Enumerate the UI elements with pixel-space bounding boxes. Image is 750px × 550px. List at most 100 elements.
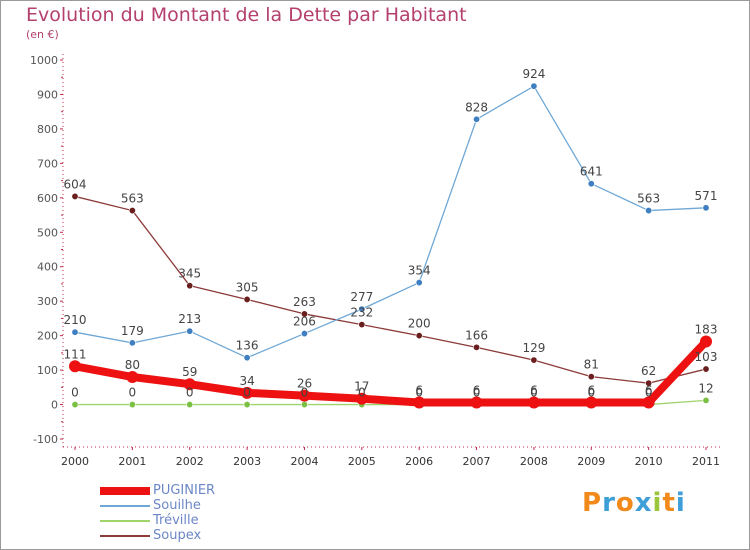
x-tick-label: 2008: [520, 455, 548, 468]
data-point-puginier: [241, 386, 254, 399]
data-point-puginier: [470, 396, 483, 409]
data-label-puginier: 34: [239, 374, 254, 388]
data-label-soupex: 81: [584, 358, 599, 372]
data-point-puginier: [126, 370, 139, 383]
x-tick-label: 2007: [463, 455, 491, 468]
data-label-soupex: 200: [408, 317, 431, 331]
y-tick-label: 400: [37, 261, 58, 274]
data-label-souilhe: 179: [121, 324, 144, 338]
data-label-puginier: 6: [415, 383, 423, 397]
data-point-soupex: [300, 310, 308, 318]
data-point-souilhe: [128, 339, 136, 347]
y-tick-label: 200: [37, 330, 58, 343]
legend-swatch: [100, 520, 150, 522]
data-label-souilhe: 277: [350, 290, 373, 304]
data-point-soupex: [243, 295, 251, 303]
data-point-tréville: [243, 401, 251, 409]
data-label-souilhe: 136: [236, 339, 259, 353]
data-point-souilhe: [530, 82, 538, 90]
data-point-tréville: [300, 401, 308, 409]
data-label-souilhe: 354: [408, 264, 431, 278]
brand-letter: x: [634, 488, 653, 518]
brand-letter: o: [615, 488, 635, 518]
data-label-soupex: 263: [293, 295, 316, 309]
data-point-soupex: [128, 207, 136, 215]
data-label-tréville: 0: [415, 386, 423, 400]
data-label-souilhe: 213: [178, 312, 201, 326]
data-label-tréville: 0: [473, 386, 481, 400]
chart-subtitle: (en €): [26, 28, 59, 41]
data-label-puginier: 6: [473, 383, 481, 397]
data-label-tréville: 0: [71, 386, 79, 400]
data-label-puginier: 17: [354, 380, 369, 394]
data-label-tréville: 0: [186, 386, 194, 400]
data-label-puginier: 183: [695, 322, 718, 336]
data-label-puginier: 6: [587, 383, 595, 397]
data-label-souilhe: 641: [580, 165, 603, 179]
x-tick-label: 2006: [405, 455, 433, 468]
data-point-souilhe: [645, 207, 653, 215]
series-line-puginier: [71, 337, 710, 407]
data-point-soupex: [358, 321, 366, 329]
y-tick-label: 100: [37, 364, 58, 377]
data-point-puginier: [183, 378, 196, 391]
data-point-soupex: [473, 343, 481, 351]
data-label-tréville: 0: [530, 386, 538, 400]
x-tick-label: 2011: [692, 455, 720, 468]
data-label-puginier: 111: [64, 347, 87, 361]
data-point-tréville: [71, 401, 79, 409]
x-tick-label: 2000: [61, 455, 89, 468]
data-label-puginier: 6: [530, 383, 538, 397]
data-point-puginier: [413, 396, 426, 409]
data-label-souilhe: 210: [64, 313, 87, 327]
brand-letter: i: [675, 488, 686, 518]
legend-label: PUGINIER: [153, 483, 216, 498]
data-point-puginier: [585, 396, 598, 409]
data-label-soupex: 166: [465, 328, 488, 342]
series-line-soupex: [74, 195, 707, 384]
data-label-puginier: 26: [297, 377, 312, 391]
data-label-tréville: 0: [358, 386, 366, 400]
data-label-tréville: 0: [587, 386, 595, 400]
legend-swatch: [100, 535, 150, 537]
x-tick-label: 2003: [233, 455, 261, 468]
y-tick-label: 0: [51, 399, 58, 412]
data-label-tréville: 0: [129, 386, 137, 400]
data-label-tréville: 12: [698, 381, 713, 395]
y-tick-label: -100: [33, 433, 58, 446]
brand-letter: P: [582, 488, 603, 518]
data-point-tréville: [186, 401, 194, 409]
y-tick-label: 900: [37, 88, 58, 101]
x-tick-label: 2005: [348, 455, 376, 468]
data-point-soupex: [702, 365, 710, 373]
data-point-puginier: [355, 392, 368, 405]
data-point-souilhe: [358, 305, 366, 313]
data-label-puginier: 6: [645, 383, 653, 397]
data-point-puginier: [527, 396, 540, 409]
brand-logo: Proxiti: [582, 488, 686, 518]
data-label-soupex: 103: [695, 350, 718, 364]
x-tick-label: 2004: [290, 455, 318, 468]
data-point-souilhe: [702, 204, 710, 212]
data-label-puginier: 59: [182, 365, 197, 379]
data-label-tréville: 0: [645, 386, 653, 400]
data-label-soupex: 345: [178, 267, 201, 281]
data-point-souilhe: [473, 115, 481, 123]
brand-letter: r: [602, 488, 616, 518]
data-label-soupex: 563: [121, 192, 144, 206]
data-label-soupex: 232: [350, 306, 373, 320]
data-label-soupex: 62: [641, 364, 656, 378]
series-line-souilhe: [74, 85, 707, 359]
data-point-tréville: [128, 401, 136, 409]
legend-label: Souilhe: [153, 498, 201, 513]
data-label-puginier: 80: [125, 358, 140, 372]
legend-swatch: [100, 505, 150, 507]
data-point-puginier: [69, 360, 81, 373]
data-point-souilhe: [300, 330, 308, 338]
data-point-puginier: [298, 389, 311, 402]
data-point-souilhe: [71, 328, 79, 336]
data-point-souilhe: [186, 327, 194, 335]
data-label-tréville: 0: [243, 386, 251, 400]
